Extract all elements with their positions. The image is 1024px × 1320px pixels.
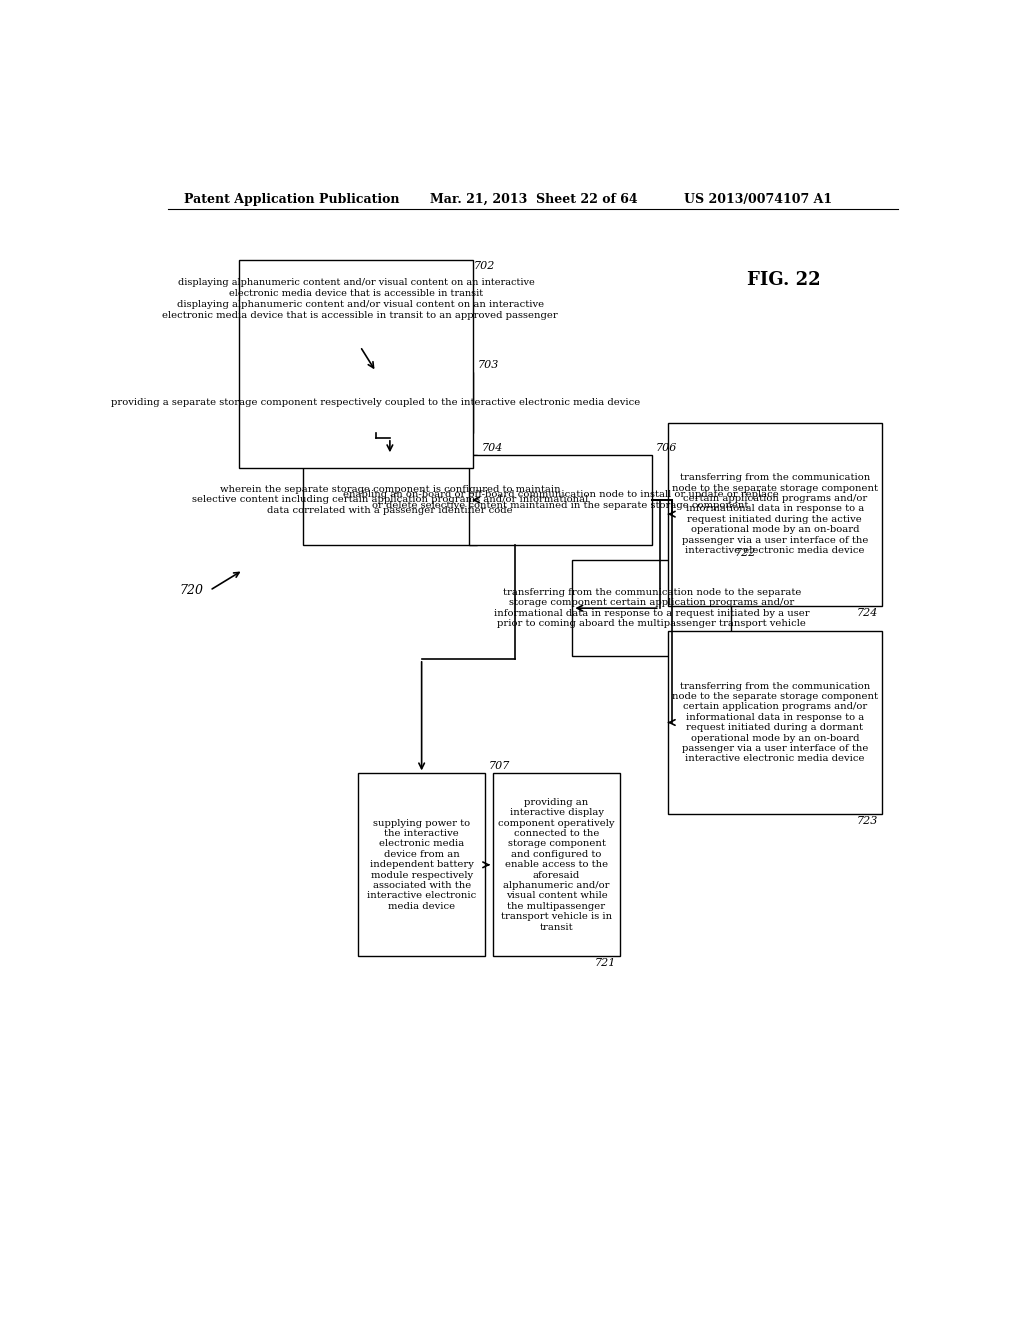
Bar [494,774,621,956]
Text: 706: 706 [655,444,677,453]
Text: transferring from the communication
node to the separate storage component
certa: transferring from the communication node… [672,474,878,554]
Text: 703: 703 [477,360,499,370]
Text: 722: 722 [735,548,757,558]
Text: 723: 723 [857,816,878,826]
Text: 720: 720 [179,583,204,597]
Text: 724: 724 [857,607,878,618]
Text: providing a separate storage component respectively coupled to the interactive e: providing a separate storage component r… [112,397,641,407]
Bar [358,774,485,956]
Bar [469,455,652,545]
Text: 707: 707 [489,762,510,771]
Text: Patent Application Publication: Patent Application Publication [183,193,399,206]
Text: wherein the separate storage component is configured to maintain
selective conte: wherein the separate storage component i… [191,484,588,515]
Text: 702: 702 [473,261,495,271]
Bar [668,631,882,814]
Bar [303,455,477,545]
Text: US 2013/0074107 A1: US 2013/0074107 A1 [684,193,831,206]
Bar [279,372,473,433]
Text: displaying alphanumeric content and/or visual content on an interactive
electron: displaying alphanumeric content and/or v… [162,300,558,319]
Text: enabling an on-board or off-board communication node to install or update or rep: enabling an on-board or off-board commun… [343,490,778,510]
Text: transferring from the communication
node to the separate storage component
certa: transferring from the communication node… [672,681,878,763]
Text: providing an
interactive display
component operatively
connected to the
storage : providing an interactive display compone… [499,797,614,932]
Text: FIG. 22: FIG. 22 [748,272,820,289]
Text: displaying alphanumeric content and/or visual content on an interactive
electron: displaying alphanumeric content and/or v… [178,279,535,298]
Bar [251,273,469,346]
Text: 704: 704 [481,444,503,453]
Text: 721: 721 [595,958,616,969]
Bar [240,260,473,469]
Bar [668,422,882,606]
Text: supplying power to
the interactive
electronic media
device from an
independent b: supplying power to the interactive elect… [367,818,476,911]
Text: transferring from the communication node to the separate
storage component certa: transferring from the communication node… [494,587,810,628]
Text: Mar. 21, 2013  Sheet 22 of 64: Mar. 21, 2013 Sheet 22 of 64 [430,193,637,206]
Bar [572,560,731,656]
